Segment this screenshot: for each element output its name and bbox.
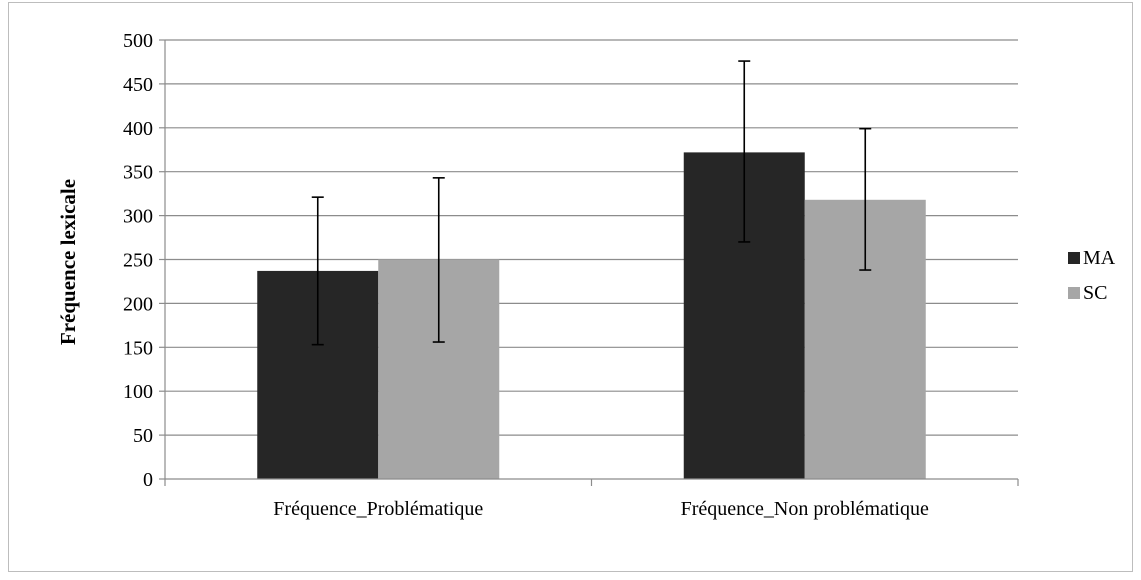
y-axis-title: Fréquence lexicale: [56, 179, 80, 345]
legend-label-ma: MA: [1083, 247, 1116, 269]
x-category-labels: Fréquence_Problématique Fréquence_Non pro…: [273, 498, 929, 520]
y-tick-label: 250: [123, 250, 153, 272]
y-tick-label: 0: [143, 469, 153, 491]
y-tick-label: 100: [123, 381, 153, 403]
y-tick-label: 450: [123, 74, 153, 96]
y-tick-label: 300: [123, 206, 153, 228]
y-tick-label: 50: [133, 425, 153, 447]
y-tick-labels: 0 50 100 150 200 250 300 350 400 450 500: [123, 30, 153, 491]
axes: [159, 39, 1019, 486]
bars: [257, 152, 926, 479]
chart-frame: [8, 2, 1133, 572]
y-tick-label: 350: [123, 162, 153, 184]
y-tick-label: 500: [123, 30, 153, 52]
x-category-label: Fréquence_Problématique: [273, 498, 483, 520]
y-tick-label: 150: [123, 337, 153, 359]
x-category-label: Fréquence_Non problématique: [681, 498, 929, 520]
y-tick-label: 200: [123, 293, 153, 315]
y-tick-label: 400: [123, 118, 153, 140]
error-bars: [311, 60, 872, 346]
legend-swatch-sc: [1068, 287, 1080, 299]
legend-label-sc: SC: [1083, 282, 1107, 304]
legend-swatch-ma: [1068, 252, 1080, 264]
legend: MA SC: [1068, 247, 1116, 304]
